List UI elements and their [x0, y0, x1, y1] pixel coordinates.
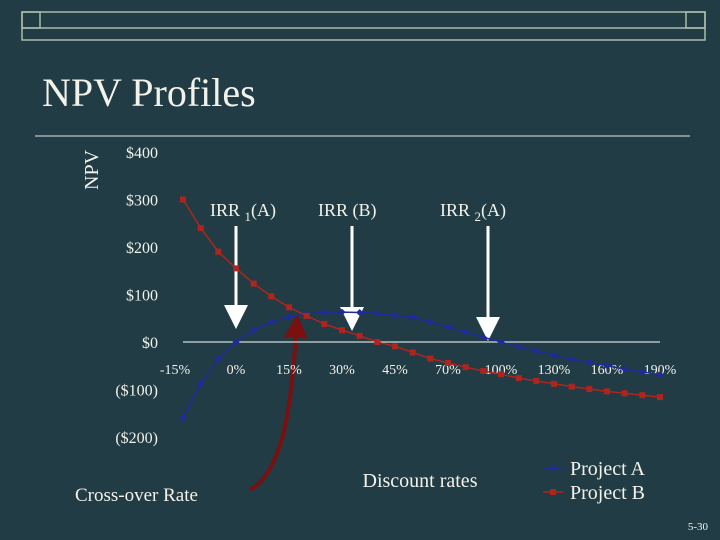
data-point	[532, 347, 540, 355]
data-point	[445, 359, 451, 366]
data-point	[444, 323, 452, 331]
y-axis-label: NPV	[81, 149, 103, 190]
data-point	[338, 308, 346, 316]
annotation: IRR 2(A)	[440, 200, 506, 224]
data-point	[568, 383, 575, 390]
data-point	[373, 310, 381, 317]
data-point	[214, 355, 222, 363]
data-point	[179, 414, 187, 422]
x-tick-label: 190%	[644, 363, 677, 378]
slide-title: NPV Profiles	[42, 70, 256, 115]
data-point	[233, 265, 239, 272]
data-point	[497, 338, 505, 346]
x-tick-label: 100%	[485, 363, 518, 378]
data-point	[180, 196, 186, 203]
legend-marker	[550, 489, 556, 495]
data-point	[621, 390, 628, 397]
page-number: 5-30	[688, 521, 709, 533]
annotation-part: IRR	[440, 200, 475, 220]
x-tick-label: 30%	[329, 363, 355, 378]
data-point	[479, 333, 487, 341]
legend-marker	[549, 464, 557, 472]
data-point	[197, 380, 205, 388]
data-point	[232, 338, 240, 346]
annotation-part: 2	[475, 209, 482, 224]
annotation-part: IRR	[210, 200, 245, 220]
annotation-part: IRR (B)	[318, 200, 377, 221]
data-point	[568, 355, 576, 363]
data-point	[515, 375, 522, 382]
data-point	[480, 367, 487, 374]
data-point	[462, 364, 469, 371]
y-tick-label: $200	[126, 240, 158, 257]
data-point	[639, 392, 646, 399]
annotation-part: Cross-over Rate	[75, 485, 198, 506]
data-point	[585, 358, 593, 366]
series-line	[182, 311, 661, 419]
data-point	[303, 312, 310, 319]
legend-label: Project A	[570, 458, 646, 480]
data-point	[197, 225, 204, 231]
legend-label: Project B	[570, 482, 645, 504]
data-point	[604, 388, 610, 395]
x-tick-label: 15%	[276, 363, 302, 378]
data-point	[621, 365, 629, 373]
data-point	[427, 355, 434, 362]
data-point	[286, 304, 292, 311]
annotation: IRR 1(A)	[210, 200, 276, 224]
data-point	[657, 394, 663, 401]
data-point	[250, 280, 257, 287]
series-line	[182, 199, 661, 398]
data-point	[320, 309, 328, 317]
y-tick-label: $300	[126, 193, 158, 210]
data-point	[426, 318, 434, 326]
data-point	[391, 311, 399, 319]
data-point	[551, 380, 557, 387]
x-tick-label: 0%	[227, 363, 246, 378]
x-axis-label: Discount rates	[363, 470, 478, 492]
y-tick-label: $0	[142, 335, 158, 352]
data-point	[550, 351, 558, 359]
data-point	[356, 332, 363, 339]
data-point	[533, 377, 540, 384]
data-point	[267, 318, 275, 326]
data-point	[586, 386, 593, 393]
x-tick-label: 70%	[435, 363, 461, 378]
irr-arrows	[224, 226, 500, 341]
data-point	[339, 327, 345, 334]
data-point	[515, 343, 523, 351]
data-point	[356, 309, 364, 317]
data-point	[215, 248, 222, 255]
data-point	[462, 328, 470, 336]
x-tick-label: -15%	[160, 363, 191, 378]
data-point	[638, 368, 646, 376]
x-tick-label: 130%	[538, 363, 571, 378]
x-tick-label: 45%	[382, 363, 408, 378]
data-point	[321, 320, 328, 327]
annotation: Cross-over Rate	[75, 485, 198, 506]
data-point	[409, 313, 417, 321]
data-point	[603, 362, 611, 370]
annotation-part: (A)	[251, 200, 276, 221]
data-point	[498, 371, 504, 378]
y-tick-label: $100	[126, 288, 158, 305]
data-point	[285, 313, 293, 321]
data-point	[374, 339, 381, 345]
top-decoration	[21, 11, 706, 41]
y-tick-label: ($100)	[115, 383, 158, 400]
annotation-part: (A)	[481, 200, 506, 221]
data-point	[250, 326, 258, 334]
data-point	[409, 349, 416, 356]
y-tick-label: $400	[126, 145, 158, 162]
annotation-part: 1	[245, 209, 252, 224]
data-point	[656, 371, 664, 379]
crossover-arrow	[248, 314, 308, 492]
data-point	[268, 293, 275, 300]
y-tick-label: ($200)	[115, 430, 158, 447]
data-point	[392, 343, 398, 350]
annotation: IRR (B)	[318, 200, 377, 221]
